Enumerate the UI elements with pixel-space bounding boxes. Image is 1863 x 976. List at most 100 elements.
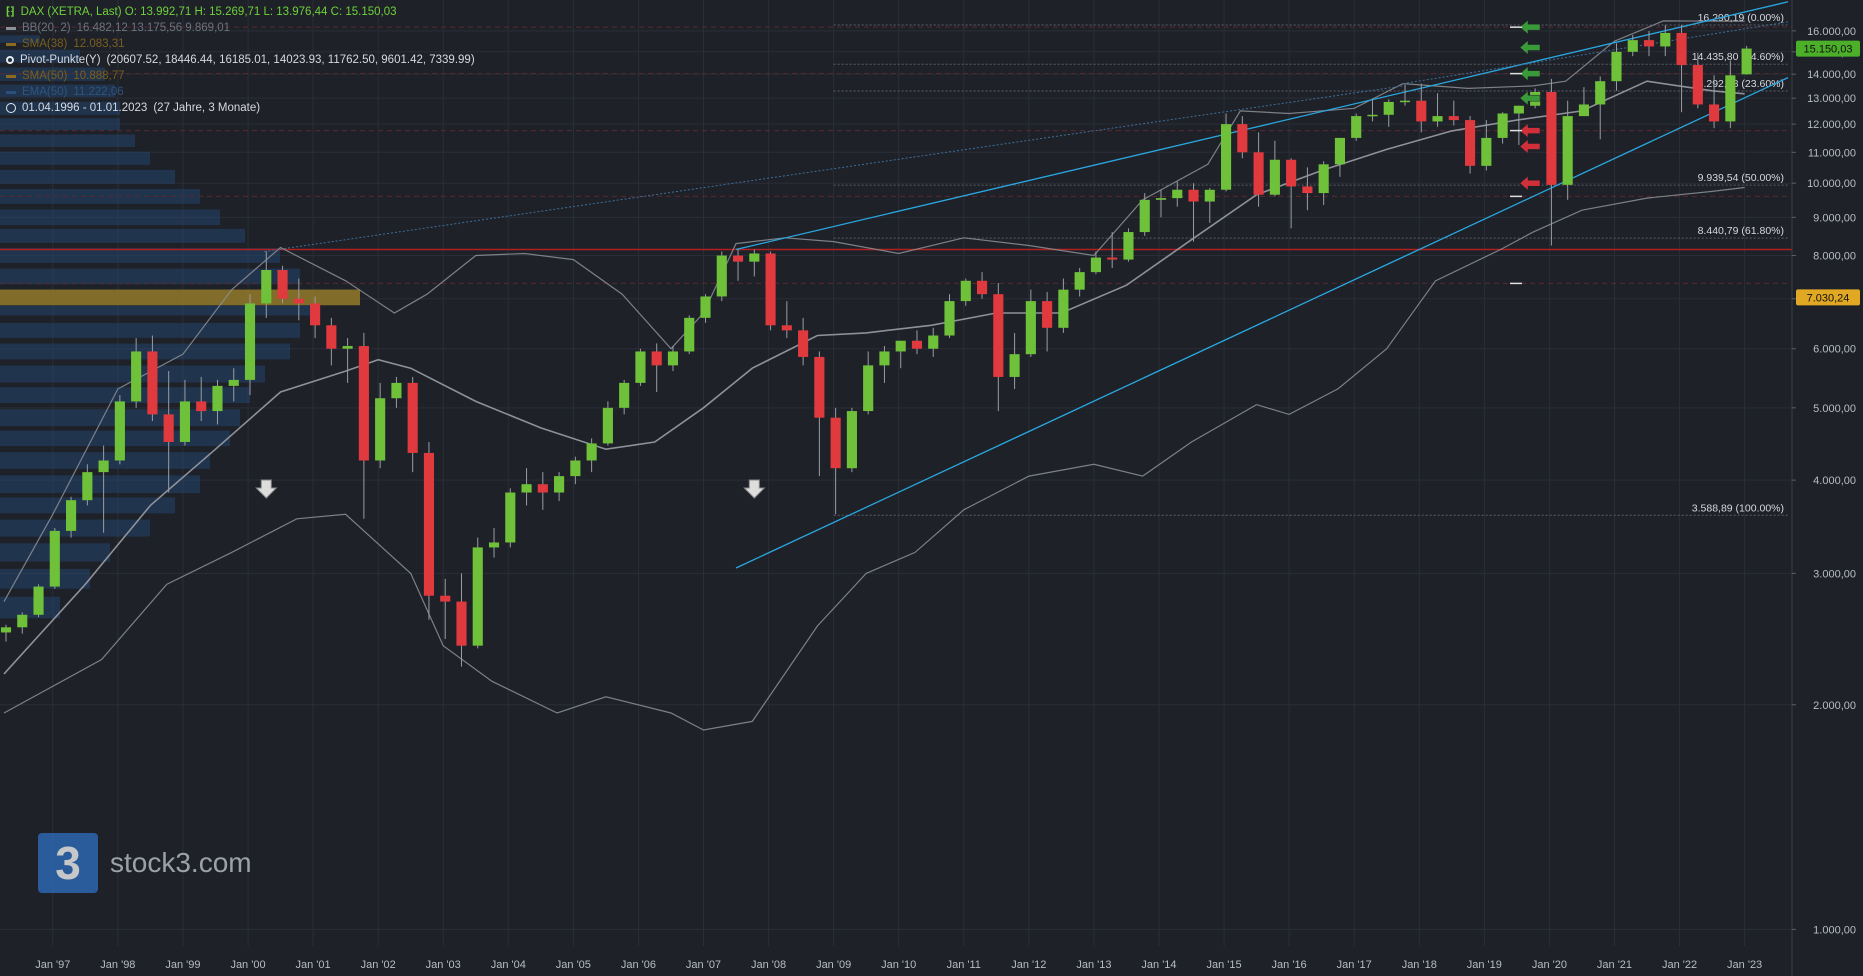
legend-sma38[interactable]: SMA(38) 12.083,31	[6, 36, 475, 52]
bb-values: 16.482,12 13.175,56 9.869,01	[76, 22, 231, 34]
volume-profile-bar	[0, 322, 300, 338]
signal-arrow-icon	[1519, 19, 1541, 35]
price-axis-label: 5.000,00	[1813, 403, 1856, 415]
candle-body	[1334, 137, 1345, 165]
price-axis: 1.000,00 2.000,00 3.000,00 4.000,00 5.000,00…	[1792, 26, 1860, 936]
candle-body	[358, 346, 369, 461]
price-axis-label: 16.000,00	[1807, 26, 1856, 38]
candle-body	[342, 346, 353, 349]
bollinger-upper-band	[3, 20, 1745, 602]
chart-markers	[255, 19, 1541, 499]
sma50-values: 10.888,77	[73, 70, 125, 82]
candle-body	[863, 365, 874, 412]
last-price-badge-label: 15.150,03	[1804, 44, 1853, 56]
candle-body	[456, 601, 467, 646]
candle-body	[554, 476, 565, 493]
range-span: (27 Jahre, 3 Monate)	[153, 102, 261, 114]
fib-level-label: 9.939,54 (50.00%)	[1698, 172, 1784, 184]
candle-body	[82, 472, 93, 501]
candle-body	[1107, 257, 1118, 260]
candle-body	[1432, 116, 1443, 122]
clock-icon	[6, 103, 16, 113]
sma38-values: 12.083,31	[73, 38, 125, 50]
candle-body	[684, 317, 695, 352]
candle-body	[326, 325, 337, 349]
candle-body	[1367, 114, 1378, 117]
candle-body	[423, 452, 435, 596]
time-axis-label: Jan '18	[1402, 959, 1437, 971]
time-axis-label: Jan '23	[1727, 959, 1762, 971]
candle-body	[944, 301, 955, 336]
candle-body	[310, 303, 321, 326]
legend-ema50[interactable]: EMA(50) 11.222,06	[6, 84, 475, 100]
candle-body	[830, 417, 841, 469]
volume-profile-bar	[0, 35, 40, 43]
fib-level-label: 13.292,68 (23.60%)	[1692, 78, 1784, 90]
candle-body	[586, 443, 597, 461]
legend-main-text: DAX (XETRA, Last) O: 13.992,71 H: 15.269…	[20, 6, 397, 18]
candle-body	[505, 492, 516, 543]
legend-pivot[interactable]: Pivot-Punkte(Y) (20607.52, 18446.44, 161…	[6, 52, 475, 68]
bollinger-middle-band	[3, 80, 1745, 675]
signal-arrow-icon	[1519, 90, 1541, 106]
trend-channel-lower	[735, 77, 1789, 569]
time-axis-label: Jan '97	[35, 959, 70, 971]
down-arrow-icon	[743, 479, 766, 499]
candle-body	[521, 484, 532, 493]
time-axis-label: Jan '16	[1272, 959, 1307, 971]
time-axis-label: Jan '20	[1532, 959, 1567, 971]
price-axis-label: 1.000,00	[1813, 924, 1856, 936]
candle-body	[163, 414, 174, 442]
candle-body	[228, 379, 239, 386]
legend-sma50[interactable]: SMA(50) 10.888,77	[6, 68, 475, 84]
candle-body	[1399, 100, 1411, 103]
time-axis-label: Jan '09	[816, 959, 851, 971]
time-axis-label: Jan '07	[686, 959, 721, 971]
candle-body	[244, 303, 256, 380]
candle-body	[1220, 124, 1232, 190]
watermark: 3 stock3.com	[38, 833, 252, 893]
ema50-values: 11.222,06	[73, 86, 124, 98]
price-axis-label: 2.000,00	[1813, 700, 1856, 712]
time-axis-label: Jan '11	[947, 959, 981, 971]
candle-body	[1741, 48, 1752, 75]
price-axis-label: 9.000,00	[1813, 212, 1856, 224]
candle-body	[0, 627, 12, 633]
price-axis-label: 3.000,00	[1813, 568, 1856, 580]
volume-profile-bar	[0, 209, 220, 226]
price-axis-label: 8.000,00	[1813, 251, 1856, 263]
candle-body	[700, 296, 711, 318]
candle-body	[1611, 51, 1622, 82]
candle-body	[1627, 40, 1638, 52]
candle-body	[1058, 289, 1069, 328]
candle-body	[1042, 301, 1053, 328]
price-axis-label: 13.000,00	[1807, 93, 1856, 105]
price-axis-label: 14.000,00	[1807, 69, 1856, 81]
legend-main-series[interactable]: ⁅⁆ DAX (XETRA, Last) O: 13.992,71 H: 15.…	[6, 4, 475, 20]
volume-profile-bar	[0, 268, 300, 285]
time-axis-label: Jan '10	[881, 959, 916, 971]
bb-name: BB(20, 2)	[22, 22, 71, 34]
time-axis-label: Jan '15	[1206, 959, 1241, 971]
candle-body	[1546, 92, 1557, 185]
time-axis-label: Jan '06	[621, 959, 656, 971]
candle-body	[749, 253, 760, 262]
candle-body	[375, 398, 386, 461]
bb-swatch	[6, 26, 16, 30]
range-text: 01.04.1996 - 01.01.2023	[22, 102, 148, 114]
volume-profile	[0, 35, 360, 619]
candle-body	[1513, 105, 1524, 114]
time-axis-label: Jan '22	[1662, 959, 1697, 971]
marked-price-badge-box	[1796, 289, 1860, 306]
candle-body	[1709, 104, 1720, 122]
candle-body	[1643, 40, 1655, 47]
candle-body	[1090, 257, 1101, 273]
candle-body	[1302, 186, 1313, 194]
candle-body	[1204, 189, 1215, 202]
volume-profile-bar	[0, 568, 90, 589]
legend-bb[interactable]: BB(20, 2) 16.482,12 13.175,56 9.869,01	[6, 20, 475, 36]
candle-body	[1383, 101, 1394, 115]
legend-range[interactable]: 01.04.1996 - 01.01.2023 (27 Jahre, 3 Mon…	[6, 100, 475, 116]
candle-body	[1481, 137, 1492, 166]
